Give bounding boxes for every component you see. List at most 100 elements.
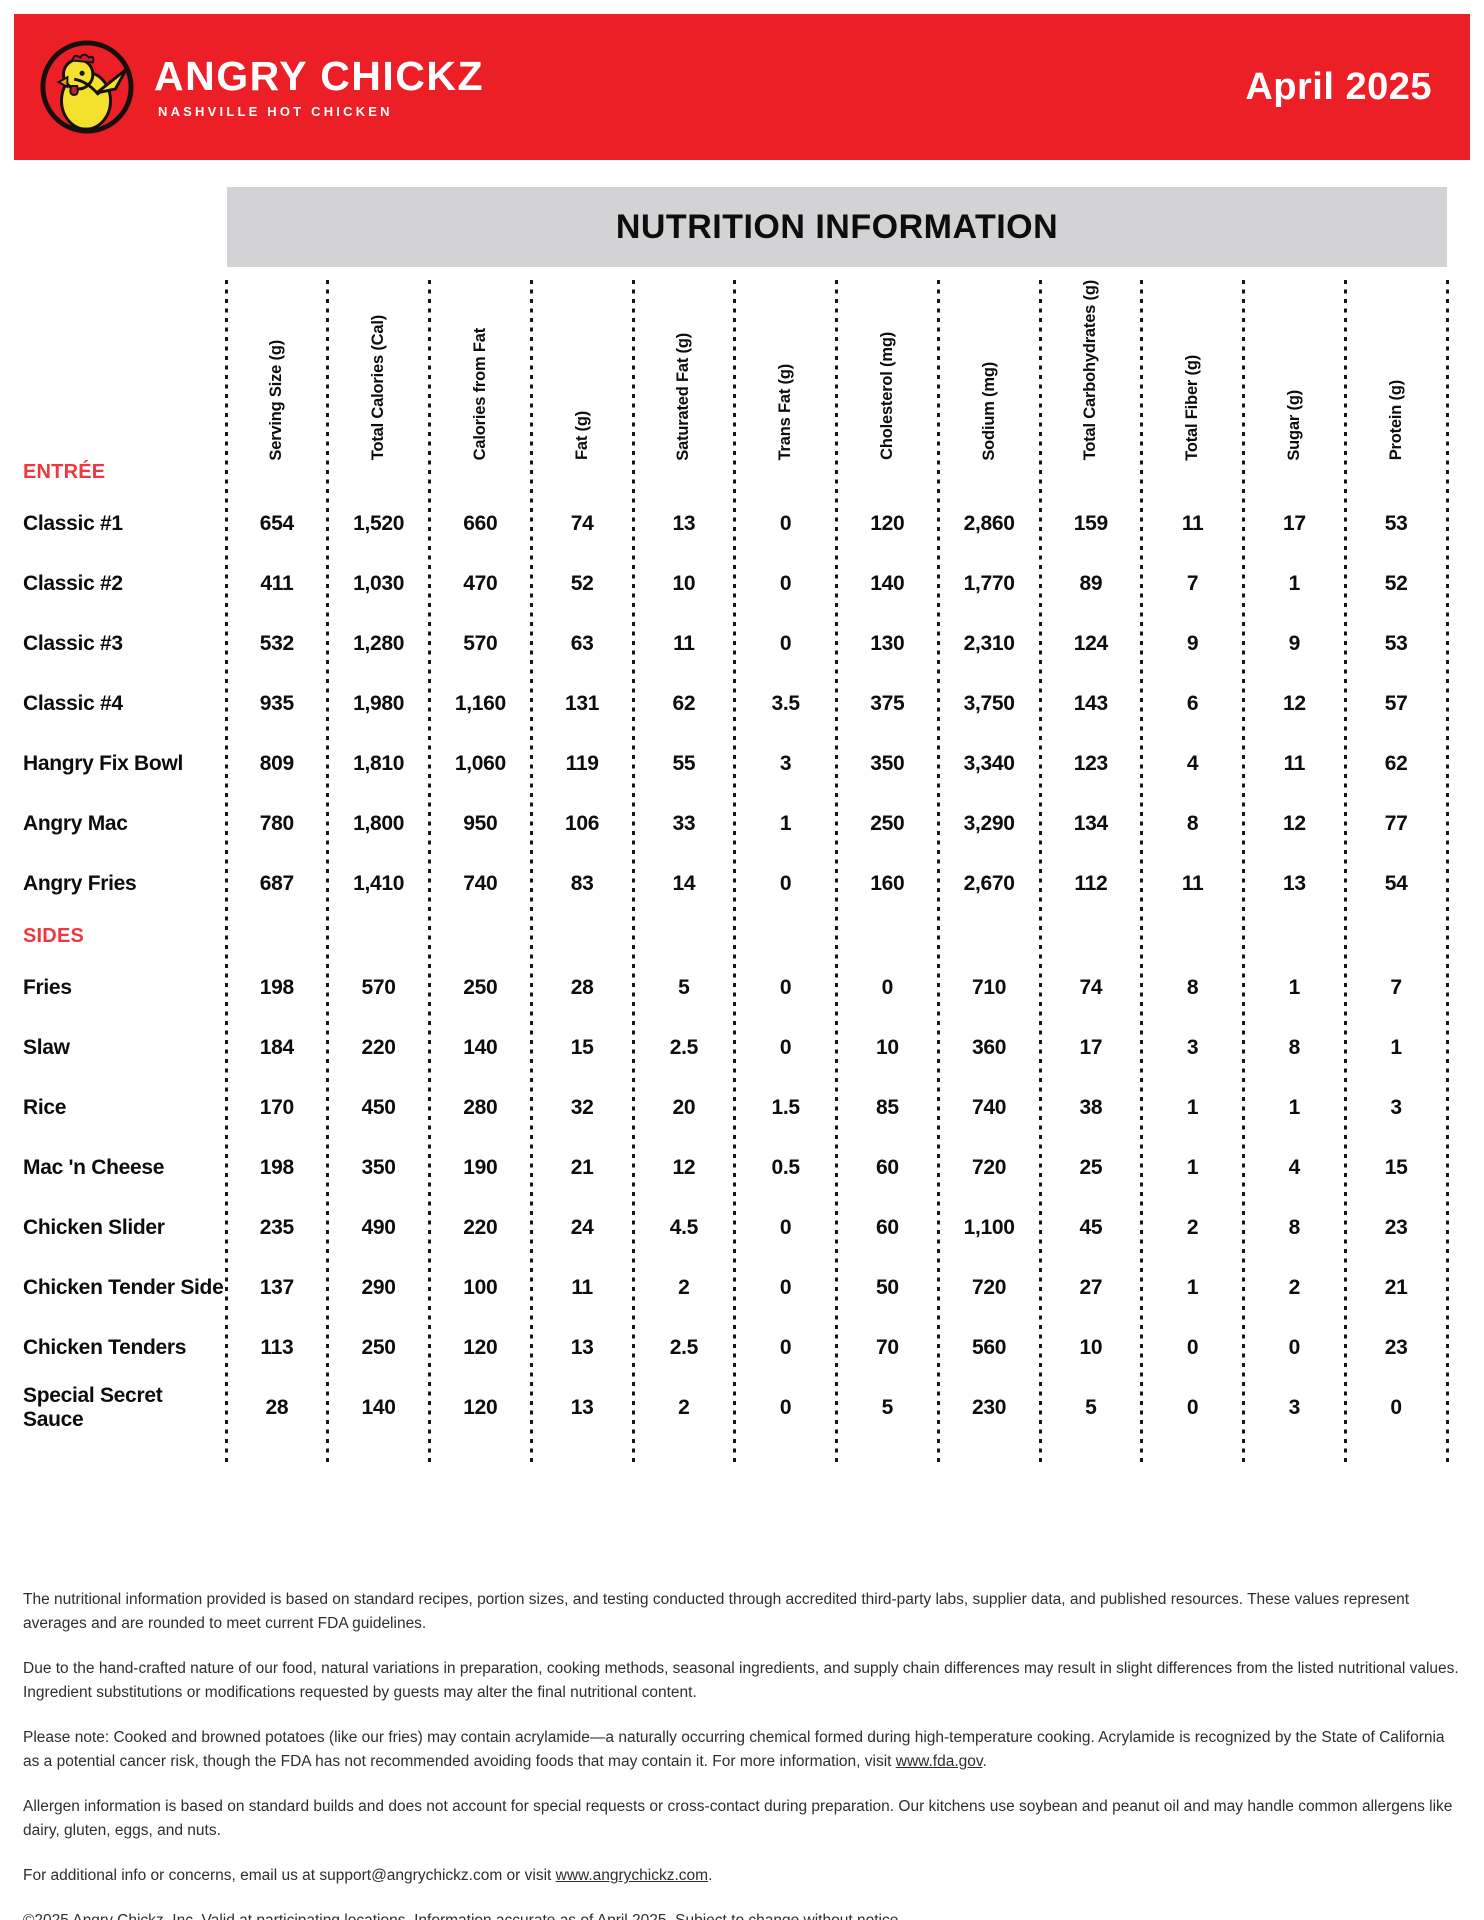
cell-value: 63 (570, 632, 594, 655)
cell-value: 654 (259, 512, 294, 535)
column-header-label: Protein (g) (1386, 379, 1405, 461)
section-label: SIDES (23, 924, 85, 947)
row-label: Hangry Fix Bowl (23, 752, 184, 775)
cell-value: 28 (265, 1396, 289, 1419)
nutrition-banner: NUTRITION INFORMATION (227, 187, 1447, 267)
cell-value: 0 (779, 512, 792, 535)
cell-value: 0 (881, 976, 894, 999)
header-corner (23, 280, 226, 464)
row-label: Classic #4 (23, 692, 123, 715)
cell-value: 85 (875, 1096, 899, 1119)
cell-value: 350 (870, 752, 905, 775)
cell-value: 2,670 (963, 872, 1015, 895)
column-header: Trans Fat (g) (735, 280, 837, 464)
cell-value: 0 (779, 632, 792, 655)
table-header-row: Serving Size (g) Total Calories (Cal) Calo… (23, 280, 1447, 460)
cell-value: 1,770 (963, 572, 1015, 595)
cell-value: 10 (672, 572, 696, 595)
cell-value: 0 (779, 1216, 792, 1239)
column-header: Saturated Fat (g) (633, 280, 735, 464)
cell-value: 74 (1079, 976, 1103, 999)
cell-value: 0 (1390, 1396, 1402, 1419)
cell-value: 1,410 (353, 872, 405, 895)
cell-value: 83 (570, 872, 594, 895)
cell-value: 140 (361, 1396, 396, 1419)
cell-value: 687 (259, 872, 294, 895)
table-body: ENTRÉE Classic #1 654 1,520 660 74 13 0 120 2,860… (23, 450, 1447, 1438)
cell-value: 120 (463, 1336, 498, 1359)
cell-value: 160 (870, 872, 905, 895)
table-row: Special Secret Sauce 28 140 120 13 2 0 5 230 5 0 3 0 (23, 1378, 1447, 1438)
cell-value: 3,290 (963, 812, 1015, 835)
cell-value: 21 (1384, 1276, 1408, 1299)
table-row: Hangry Fix Bowl 809 1,810 1,060 119 55 3 350 3,3… (23, 734, 1447, 794)
cell-value: 2 (678, 1276, 690, 1299)
cell-value: 1,100 (963, 1216, 1015, 1239)
cell-value: 62 (672, 692, 696, 715)
cell-value: 13 (672, 512, 696, 535)
cell-value: 1,280 (353, 632, 405, 655)
cell-value: 25 (1079, 1156, 1103, 1179)
cell-value: 33 (672, 812, 696, 835)
cell-value: 53 (1384, 632, 1408, 655)
cell-value: 120 (463, 1396, 498, 1419)
cell-value: 134 (1073, 812, 1108, 835)
table-row: Rice 170 450 280 32 20 1.5 85 740 38 1 1 3 (23, 1078, 1447, 1138)
disclaimer-acrylamide: Please note: Cooked and browned potatoes… (23, 1726, 1460, 1774)
cell-value: 11 (571, 1276, 593, 1299)
table-row: Classic #4 935 1,980 1,160 131 62 3.5 375 3,750 1… (23, 674, 1447, 734)
cell-value: 57 (1384, 692, 1408, 715)
cell-value: 0 (779, 1336, 792, 1359)
column-header: Calories from Fat (430, 280, 532, 464)
column-header-label: Trans Fat (g) (776, 363, 795, 461)
row-label: Fries (23, 976, 72, 999)
cell-value: 184 (259, 1036, 294, 1059)
column-header-label: Total Calories (Cal) (369, 315, 388, 461)
cell-value: 17 (1282, 512, 1306, 535)
brand-name: ANGRY CHICKZ (154, 52, 485, 99)
cell-value: 1,520 (353, 512, 405, 535)
cell-value: 11 (1283, 752, 1306, 775)
column-header: Serving Size (g) (226, 280, 328, 464)
column-header: Cholesterol (mg) (837, 280, 939, 464)
cell-value: 10 (875, 1036, 899, 1059)
table-row: Chicken Slider 235 490 220 24 4.5 0 60 1,100 45 2 8… (23, 1198, 1447, 1258)
cell-value: 159 (1073, 512, 1108, 535)
cell-value: 3 (1288, 1396, 1301, 1419)
cell-value: 131 (565, 692, 600, 715)
cell-value: 9 (1288, 632, 1301, 655)
cell-value: 1 (1186, 1276, 1199, 1299)
disclaimer-variation: Due to the hand-crafted nature of our fo… (23, 1660, 1459, 1702)
cell-value: 52 (1384, 572, 1408, 595)
cell-value: 13 (1282, 872, 1306, 895)
row-label: Classic #3 (23, 632, 123, 655)
section-row: ENTRÉE (23, 450, 1447, 494)
cell-value: 720 (972, 1156, 1007, 1179)
cell-value: 53 (1384, 512, 1408, 535)
cell-value: 15 (570, 1036, 594, 1059)
cell-value: 935 (259, 692, 294, 715)
column-header: Sodium (mg) (938, 280, 1040, 464)
cell-value: 8 (1288, 1036, 1301, 1059)
cell-value: 198 (259, 976, 294, 999)
fda-link[interactable]: www.fda.gov (895, 1753, 983, 1771)
cell-value: 21 (570, 1156, 594, 1179)
cell-value: 2.5 (669, 1036, 699, 1059)
cell-value: 0 (779, 572, 792, 595)
cell-value: 740 (972, 1096, 1007, 1119)
cell-value: 660 (463, 512, 498, 535)
cell-value: 0 (779, 1276, 792, 1299)
cell-value: 570 (361, 976, 396, 999)
cell-value: 0 (779, 976, 792, 999)
row-label: Angry Mac (23, 812, 128, 835)
cell-value: 1 (779, 812, 792, 835)
cell-value: 3 (1186, 1036, 1199, 1059)
cell-value: 3 (779, 752, 792, 775)
cell-value: 0 (1288, 1336, 1301, 1359)
cell-value: 0 (779, 1396, 792, 1419)
cell-value: 710 (972, 976, 1007, 999)
cell-value: 470 (463, 572, 498, 595)
angrychickz-link[interactable]: www.angrychickz.com (555, 1867, 709, 1885)
cell-value: 10 (1079, 1336, 1103, 1359)
cell-value: 1 (1390, 1036, 1402, 1059)
